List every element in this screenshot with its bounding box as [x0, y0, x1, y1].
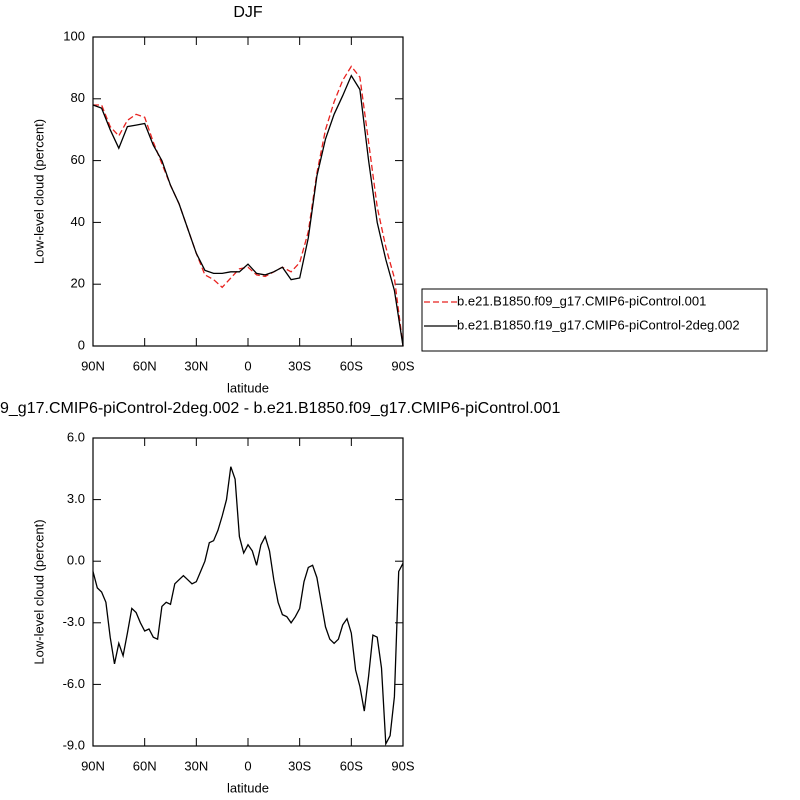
plot-frame [92, 437, 404, 747]
x-tick-label: 90N [81, 758, 105, 773]
legend-box [421, 288, 768, 352]
data-line [92, 74, 404, 347]
legend-label: b.e21.B1850.f09_g17.CMIP6-piControl.001 [457, 293, 706, 308]
y-tick-label: 0 [78, 337, 85, 352]
x-axis-label: latitude [227, 780, 269, 795]
y-axis-label: Low-level cloud (percent) [31, 119, 46, 264]
legend-label: b.e21.B1850.f19_g17.CMIP6-piControl-2deg… [457, 317, 740, 332]
x-tick-label: 30S [288, 758, 311, 773]
y-tick-label: -3.0 [63, 614, 85, 629]
x-tick-label: 90N [81, 358, 105, 373]
chart-title: DJF [233, 4, 263, 21]
plot-frame [92, 36, 404, 347]
y-axis-label: Low-level cloud (percent) [31, 519, 46, 664]
x-tick-label: 90S [391, 758, 414, 773]
x-tick-label: 60N [133, 358, 157, 373]
x-tick-label: 60S [340, 758, 363, 773]
y-tick-label: 6.0 [67, 429, 85, 444]
y-tick-label: 20 [71, 276, 85, 291]
x-tick-label: 0 [244, 358, 251, 373]
y-tick-label: -9.0 [63, 737, 85, 752]
x-tick-label: 30S [288, 358, 311, 373]
x-tick-label: 30N [184, 358, 208, 373]
x-tick-label: 60S [340, 358, 363, 373]
chart-title: 9_g17.CMIP6-piControl-2deg.002 - b.e21.B… [0, 400, 560, 417]
x-tick-label: 30N [184, 758, 208, 773]
x-tick-label: 90S [391, 358, 414, 373]
y-tick-label: 0.0 [67, 553, 85, 568]
x-tick-label: 60N [133, 758, 157, 773]
y-tick-label: 40 [71, 214, 85, 229]
x-tick-label: 0 [244, 758, 251, 773]
data-line [92, 466, 404, 747]
y-tick-label: 3.0 [67, 491, 85, 506]
y-tick-label: 80 [71, 90, 85, 105]
y-tick-label: 100 [63, 28, 85, 43]
x-axis-label: latitude [227, 380, 269, 395]
y-tick-label: 60 [71, 152, 85, 167]
data-line [93, 65, 404, 347]
y-tick-label: -6.0 [63, 676, 85, 691]
